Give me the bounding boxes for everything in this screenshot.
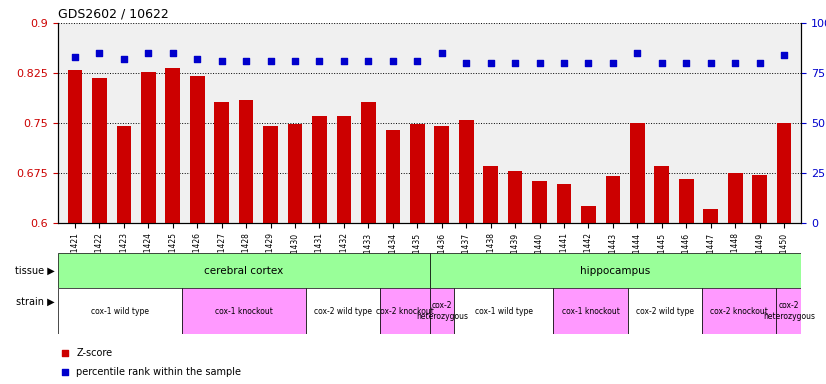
Text: cox-1 knockout: cox-1 knockout	[215, 306, 273, 316]
FancyBboxPatch shape	[430, 253, 801, 288]
FancyBboxPatch shape	[306, 288, 380, 334]
Point	[729, 60, 742, 66]
Point	[288, 58, 301, 64]
Bar	[165, 68, 180, 223]
Point	[166, 50, 179, 56]
Bar	[68, 70, 83, 223]
Bar	[141, 72, 155, 223]
Point	[533, 60, 546, 66]
Point	[753, 60, 767, 66]
Bar	[190, 76, 205, 223]
Point	[142, 50, 155, 56]
Point	[777, 52, 790, 58]
FancyBboxPatch shape	[58, 253, 430, 288]
Bar	[776, 123, 791, 223]
Bar	[483, 166, 498, 223]
FancyBboxPatch shape	[430, 288, 454, 334]
Point	[484, 60, 497, 66]
Text: cox-2
heterozygous: cox-2 heterozygous	[763, 301, 814, 321]
Point	[655, 60, 668, 66]
Point	[313, 58, 326, 64]
Text: Z-score: Z-score	[76, 348, 112, 358]
Bar	[312, 116, 327, 223]
FancyBboxPatch shape	[628, 288, 702, 334]
Point	[264, 58, 278, 64]
Text: cox-2 knockout: cox-2 knockout	[376, 306, 434, 316]
Text: cox-2 wild type: cox-2 wild type	[314, 306, 372, 316]
Bar	[263, 126, 278, 223]
Point	[362, 58, 375, 64]
Text: percentile rank within the sample: percentile rank within the sample	[76, 367, 241, 377]
Text: cox-2
heterozygous: cox-2 heterozygous	[416, 301, 468, 321]
Point	[191, 56, 204, 62]
Bar	[214, 102, 229, 223]
Bar	[386, 129, 400, 223]
Text: cox-1 knockout: cox-1 knockout	[562, 306, 620, 316]
Bar	[630, 123, 645, 223]
Bar	[92, 78, 107, 223]
Text: cox-1 wild type: cox-1 wild type	[91, 306, 149, 316]
Point	[387, 58, 400, 64]
Point	[435, 50, 449, 56]
Bar	[752, 175, 767, 223]
Point	[117, 56, 131, 62]
Bar	[287, 124, 302, 223]
Bar	[239, 99, 254, 223]
Bar	[337, 116, 351, 223]
Text: cox-2 knockout: cox-2 knockout	[710, 306, 768, 316]
Bar	[605, 176, 620, 223]
Text: tissue ▶: tissue ▶	[15, 266, 55, 276]
Point	[491, 114, 504, 120]
Text: strain ▶: strain ▶	[17, 297, 55, 307]
Point	[411, 58, 424, 64]
FancyBboxPatch shape	[702, 288, 776, 334]
Bar	[654, 166, 669, 223]
Point	[459, 60, 472, 66]
Bar	[532, 182, 547, 223]
FancyBboxPatch shape	[454, 288, 553, 334]
Bar	[459, 119, 473, 223]
Point	[680, 60, 693, 66]
Point	[704, 60, 717, 66]
Text: cerebral cortex: cerebral cortex	[204, 266, 283, 276]
Bar	[679, 179, 694, 223]
Bar	[410, 124, 425, 223]
Text: GDS2602 / 10622: GDS2602 / 10622	[58, 7, 169, 20]
FancyBboxPatch shape	[58, 288, 182, 334]
Bar	[704, 209, 718, 223]
Bar	[557, 184, 572, 223]
Bar	[434, 126, 449, 223]
Point	[240, 58, 253, 64]
Point	[93, 50, 106, 56]
Bar	[728, 173, 743, 223]
FancyBboxPatch shape	[776, 288, 801, 334]
Point	[631, 50, 644, 56]
FancyBboxPatch shape	[553, 288, 628, 334]
FancyBboxPatch shape	[182, 288, 306, 334]
Point	[215, 58, 228, 64]
Bar	[361, 102, 376, 223]
Point	[337, 58, 350, 64]
Text: hippocampus: hippocampus	[580, 266, 651, 276]
Point	[558, 60, 571, 66]
Point	[606, 60, 620, 66]
Point	[491, 288, 504, 294]
Point	[69, 54, 82, 60]
Point	[582, 60, 595, 66]
Text: cox-2 wild type: cox-2 wild type	[636, 306, 694, 316]
Bar	[582, 206, 596, 223]
Point	[509, 60, 522, 66]
Text: cox-1 wild type: cox-1 wild type	[475, 306, 533, 316]
Bar	[116, 126, 131, 223]
FancyBboxPatch shape	[380, 288, 430, 334]
Bar	[508, 172, 522, 223]
